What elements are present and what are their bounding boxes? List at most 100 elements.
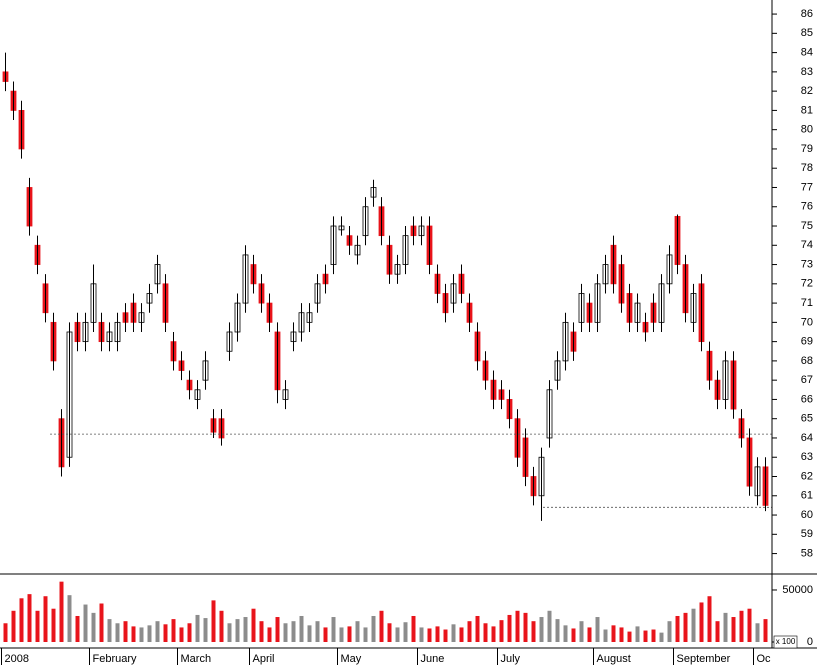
y-tick-label: 81: [801, 104, 813, 116]
volume-bar: [707, 596, 712, 642]
volume-bar: [187, 623, 192, 642]
x-tick-label: Oc: [757, 653, 772, 665]
volume-bar: [723, 612, 728, 642]
volume-bar: [251, 608, 256, 642]
volume-bar: [763, 619, 768, 642]
volume-bar: [635, 626, 640, 642]
volume-bar: [83, 604, 88, 642]
x-tick-label: March: [181, 653, 212, 665]
x-tick-label: 2008: [5, 653, 29, 665]
volume-bar: [555, 619, 560, 642]
y-tick-label: 58: [801, 547, 813, 559]
volume-bar: [755, 623, 760, 642]
volume-bar: [363, 627, 368, 642]
volume-bar: [523, 612, 528, 642]
unit-box: [773, 635, 798, 649]
volume-bar: [547, 610, 552, 642]
volume-bar: [499, 620, 504, 642]
y-tick-label: 83: [801, 66, 813, 78]
volume-bar: [347, 626, 352, 642]
volume-bar: [51, 608, 56, 642]
volume-bar: [115, 623, 120, 642]
volume-bar: [291, 621, 296, 642]
y-tick-label: 86: [801, 8, 813, 20]
volume-bar: [75, 615, 80, 642]
volume-bar: [475, 615, 480, 642]
volume-tick-label: 50000: [782, 584, 813, 596]
volume-bar: [587, 627, 592, 642]
volume-bar: [571, 628, 576, 642]
volume-bar: [371, 615, 376, 642]
volume-bar: [699, 602, 704, 642]
y-tick-label: 74: [801, 239, 813, 251]
volume-bar: [411, 615, 416, 642]
volume-bar: [683, 612, 688, 642]
volume-bar: [355, 621, 360, 642]
volume-bar: [163, 624, 168, 642]
y-tick-label: 66: [801, 393, 813, 405]
volume-bar: [179, 627, 184, 642]
volume-bar: [659, 632, 664, 642]
volume-bar: [643, 630, 648, 642]
volume-bar: [195, 614, 200, 642]
volume-bar: [507, 614, 512, 642]
volume-bar: [315, 621, 320, 642]
y-tick-label: 69: [801, 336, 813, 348]
volume-bar: [67, 595, 72, 642]
y-tick-label: 80: [801, 124, 813, 136]
volume-bar: [99, 603, 104, 642]
volume-bar: [379, 610, 384, 642]
x-tick-label: February: [93, 653, 138, 665]
y-tick-label: 77: [801, 181, 813, 193]
volume-bar: [59, 581, 64, 642]
volume-bar: [675, 615, 680, 642]
volume-bar: [35, 610, 40, 642]
volume-bar: [427, 628, 432, 642]
volume-bar: [403, 622, 408, 642]
volume-bar: [259, 621, 264, 642]
volume-bar: [339, 627, 344, 642]
volume-bar: [387, 623, 392, 642]
volume-bar: [147, 625, 152, 642]
volume-bar: [483, 623, 488, 642]
volume-bar: [515, 610, 520, 642]
volume-bar: [171, 619, 176, 642]
volume-bar: [123, 621, 128, 642]
volume-bar: [307, 625, 312, 642]
volume-bar: [467, 621, 472, 642]
volume-bar: [459, 627, 464, 642]
volume-tick-label: 0: [807, 636, 813, 648]
y-tick-label: 59: [801, 528, 813, 540]
y-tick-label: 71: [801, 297, 813, 309]
y-tick-label: 60: [801, 509, 813, 521]
volume-bar: [131, 626, 136, 642]
x-tick-label: September: [677, 653, 731, 665]
x-tick-label: May: [341, 653, 362, 665]
x-tick-label: July: [501, 653, 521, 665]
y-tick-label: 65: [801, 413, 813, 425]
volume-bar: [563, 625, 568, 642]
volume-bar: [419, 627, 424, 642]
y-tick-label: 63: [801, 451, 813, 463]
y-tick-label: 73: [801, 258, 813, 270]
x-tick-label: April: [253, 653, 275, 665]
y-tick-label: 76: [801, 201, 813, 213]
volume-bar: [395, 627, 400, 642]
y-tick-label: 82: [801, 85, 813, 97]
volume-bar: [91, 612, 96, 642]
y-tick-label: 70: [801, 316, 813, 328]
volume-bar: [299, 615, 304, 642]
volume-bar: [691, 608, 696, 642]
x-tick-label: August: [597, 653, 631, 665]
y-tick-label: 68: [801, 355, 813, 367]
volume-bar: [275, 617, 280, 642]
volume-bar: [531, 621, 536, 642]
volume-bar: [219, 610, 224, 642]
y-tick-label: 61: [801, 490, 813, 502]
x-tick-label: June: [421, 653, 445, 665]
volume-bar: [627, 631, 632, 642]
volume-bar: [579, 621, 584, 642]
y-tick-label: 85: [801, 27, 813, 39]
y-tick-label: 75: [801, 220, 813, 232]
